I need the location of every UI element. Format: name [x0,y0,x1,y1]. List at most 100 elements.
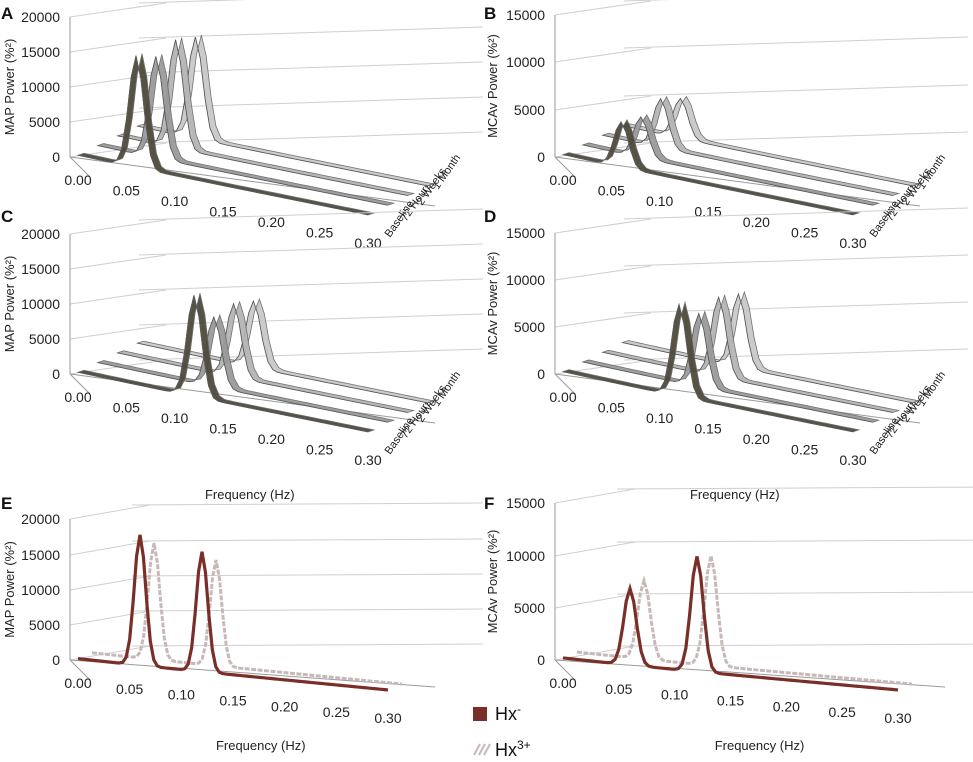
gridline-side [554,0,652,16]
gridline-side [69,219,167,235]
legend-label-hx-minus: Hx- [495,702,521,724]
gridline [138,278,484,291]
x-tick-label: 0.10 [646,193,673,209]
x-tick-label: 0.20 [258,431,285,447]
x-tick-label: 0.30 [839,235,866,251]
y-tick-label: 15000 [506,7,545,23]
y-tick-label: 20000 [21,226,60,242]
x-tick-label: 0.05 [598,183,625,199]
y-tick-label: 0 [52,366,60,382]
gridline [623,0,671,2]
gridline-side [69,2,167,18]
y-tick-label: 0 [52,652,60,668]
series-line-hx3 [576,555,913,686]
y-tick-label: 5000 [29,114,60,130]
x-tick-label: 0.30 [354,235,381,251]
gridline-side [69,324,167,340]
floor-edge-left [69,659,91,681]
x-tick-label: 0.05 [598,400,625,416]
legend: Hx- Hx3+ [473,702,531,760]
gridline-side [554,541,636,557]
y-tick-label: 15000 [21,261,60,277]
floor-edge [69,156,436,207]
x-tick-label: 0.25 [306,442,333,458]
x-axis-label: Frequency (Hz) [715,738,805,753]
panel-b: B 0 5000 10000 15000 MCAv Power (%²) 0.00 0.05 0… [484,0,969,251]
x-axis-label: Frequency (Hz) [690,487,780,502]
y-axis-label: MAP Power (%²) [2,541,17,638]
gridline [623,207,969,220]
legend-swatch-hx-3plus [473,743,491,756]
gridline [616,486,973,490]
series-line [582,312,873,423]
series-line [77,55,369,216]
y-tick-label: 0 [537,366,545,382]
x-axis-label: Frequency (Hz) [205,487,295,502]
legend-label-hx-3plus: Hx3+ [495,738,531,760]
floor-edge [554,156,921,207]
y-tick-label: 10000 [21,296,60,312]
x-tick-label: 0.25 [791,442,818,458]
x-tick-label: 0.30 [374,710,401,726]
floor-edge-left [554,659,576,681]
panel-label: D [484,207,496,226]
x-tick-label: 0.20 [271,698,298,714]
x-tick-label: 0.10 [661,687,688,703]
panel-label: B [484,4,496,23]
floor-edge-left [554,156,576,178]
gridline-side [69,575,151,591]
x-tick-label: 0.15 [717,693,744,709]
legend-sup: - [517,702,521,716]
x-tick-label: 0.05 [113,183,140,199]
legend-swatch-hx-minus [473,707,487,721]
gridline-side [69,610,151,626]
gridline [616,591,973,595]
floor-edge-left [69,156,91,178]
y-tick-label: 5000 [514,319,545,335]
x-tick-label: 0.00 [64,172,91,188]
legend-hatch [473,743,481,756]
x-tick-label: 0.00 [64,675,91,691]
gridline [138,26,484,39]
legend-hatch [478,743,486,756]
y-tick-label: 5000 [29,331,60,347]
series-line [602,295,893,413]
series-line-hx3 [91,542,403,686]
gridline-side [554,47,652,63]
x-tick-label: 0.25 [306,225,333,241]
y-tick-label: 20000 [21,511,60,527]
floor-edge-left [554,373,576,395]
series-line [77,295,369,433]
gridline-side [554,593,636,609]
y-axis-label: MAP Power (%²) [2,256,17,353]
gridline [138,348,484,361]
x-tick-label: 0.15 [694,204,721,220]
x-tick-label: 0.10 [168,687,195,703]
series-line-hx [562,556,899,692]
x-tick-label: 0.20 [743,214,770,230]
x-tick-label: 0.20 [258,214,285,230]
y-tick-label: 0 [537,652,545,668]
y-axis-label: MCAv Power (%²) [485,530,500,634]
x-tick-label: 0.05 [113,400,140,416]
gridline [623,348,969,361]
x-tick-label: 0.20 [743,431,770,447]
gridline-side [69,37,167,53]
gridline [131,573,484,577]
y-axis-label: MCAv Power (%²) [485,34,500,138]
gridline [623,131,969,144]
panel-e: E 0 5000 10000 15000 20000 MAP Power (%²) 0.00 0… [1,494,484,753]
gridline-side [69,254,167,270]
gridline [616,539,973,543]
y-tick-label: 10000 [506,54,545,70]
y-tick-label: 20000 [21,9,60,25]
y-tick-label: 0 [537,149,545,165]
x-tick-label: 0.15 [694,421,721,437]
panel-f: F 0 5000 10000 15000 MCAv Power (%²) 0.00 0.05 0… [484,486,973,753]
x-tick-label: 0.25 [323,704,350,720]
panel-label: F [484,494,494,513]
x-tick-label: 0.25 [829,704,856,720]
legend-sup: 3+ [517,738,531,752]
x-tick-label: 0.00 [549,675,576,691]
